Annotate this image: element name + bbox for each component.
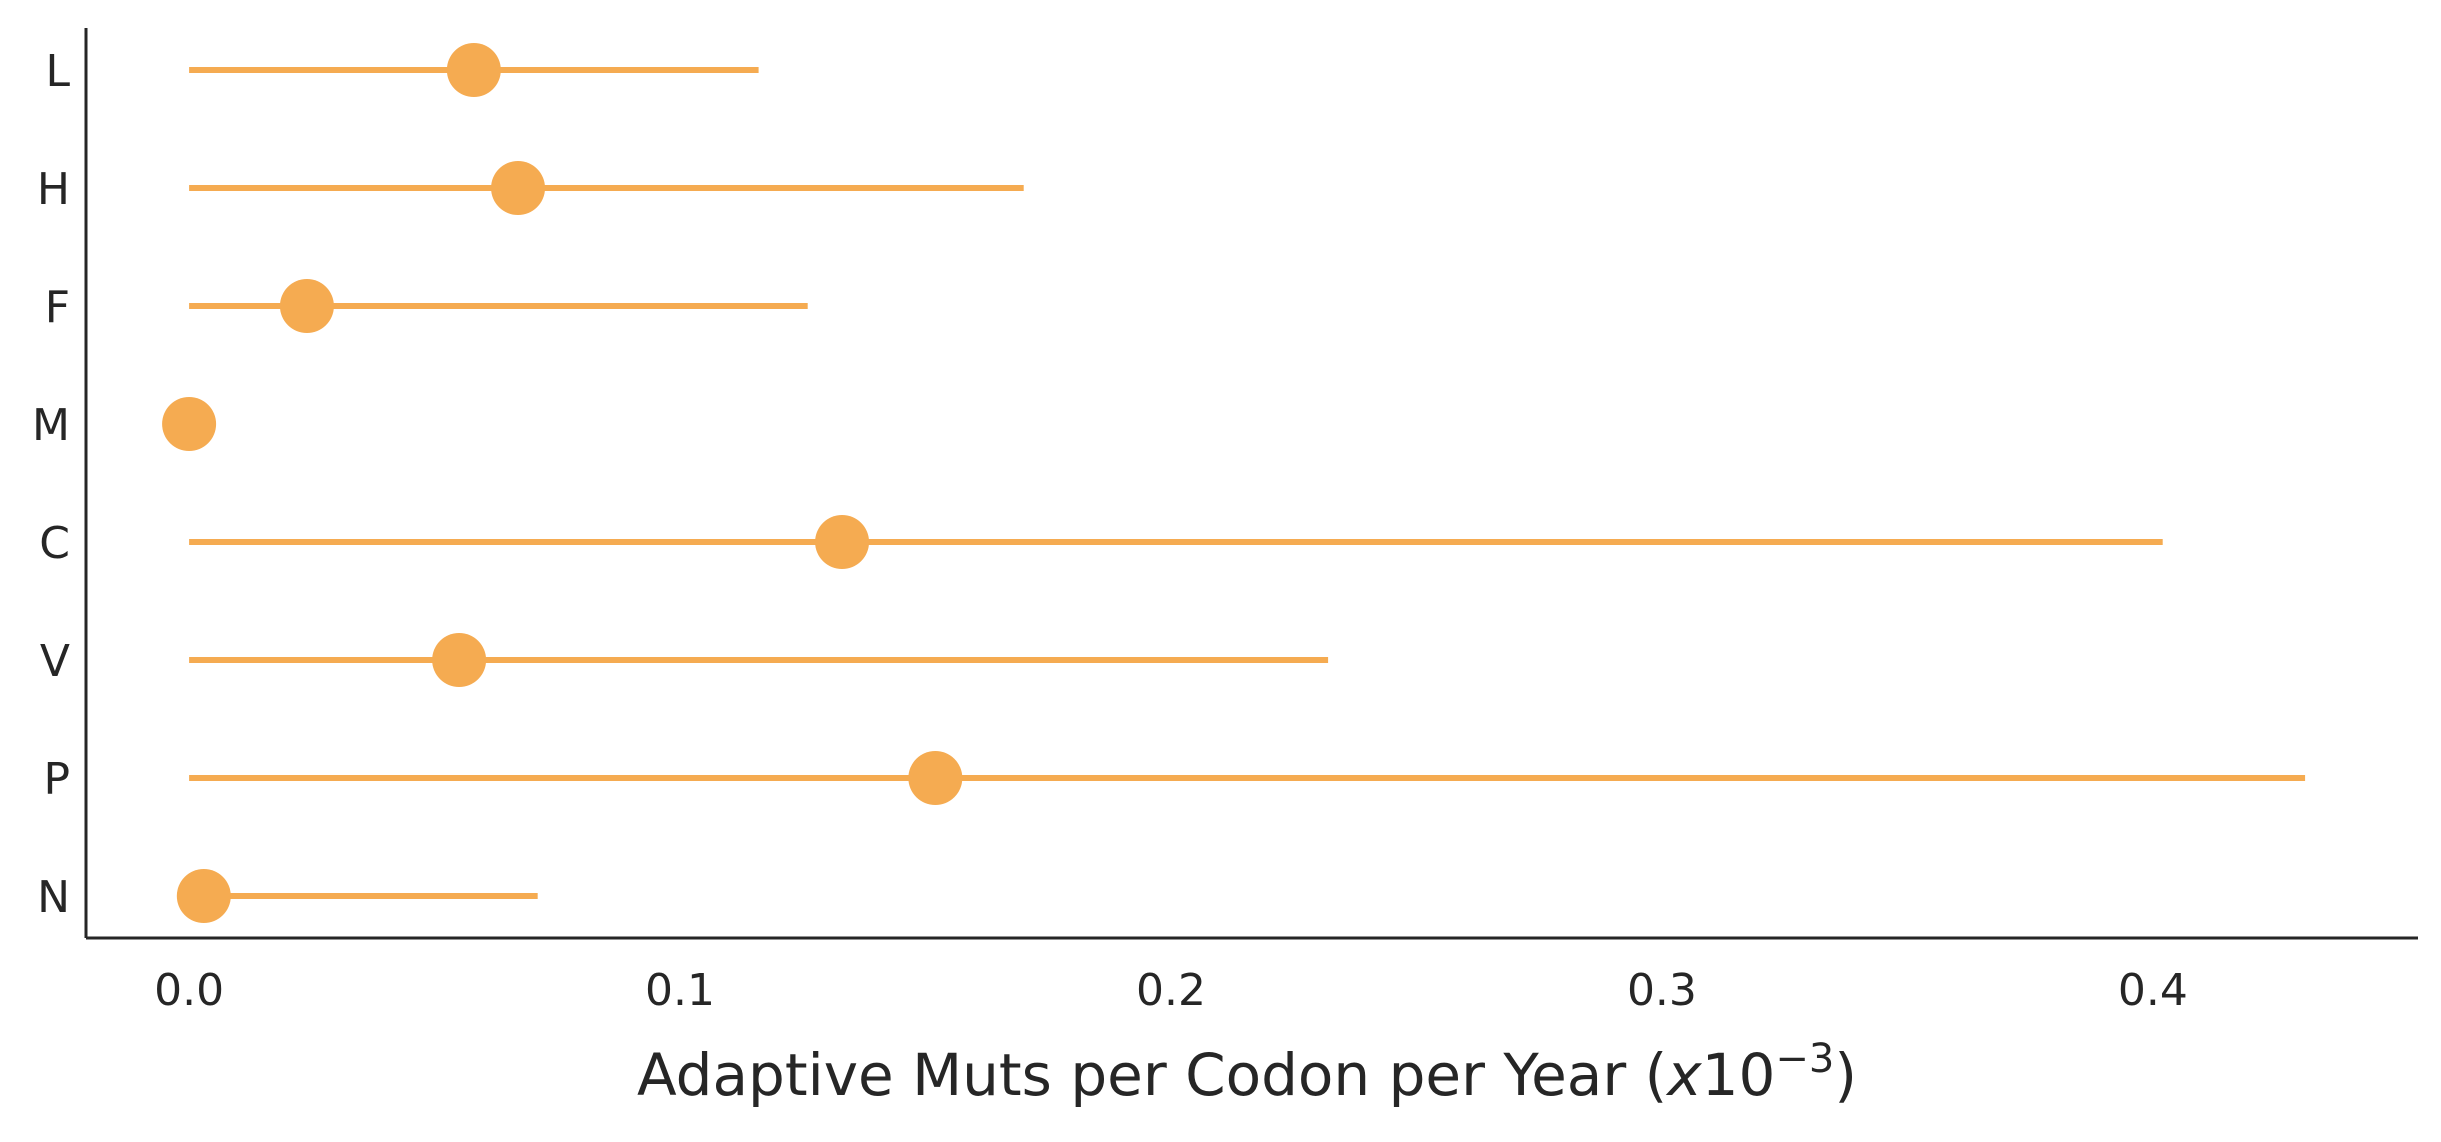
data-point: [815, 515, 870, 569]
x-tick-labels: 0.0 0.1 0.2 0.3 0.4: [154, 965, 2188, 1016]
y-tick-label: F: [45, 282, 70, 333]
data-point: [446, 43, 501, 97]
x-axis-label: Adaptive Muts per Codon per Year (x10−3): [637, 1036, 1857, 1109]
x-tick-label: 0.3: [1627, 965, 1697, 1016]
x-tick-label: 0.2: [1136, 965, 1206, 1016]
data-point: [491, 161, 546, 215]
y-tick-label: L: [45, 46, 70, 97]
y-tick-label: V: [40, 636, 70, 687]
y-tick-label: M: [32, 400, 70, 451]
x-tick-label: 0.0: [154, 965, 224, 1016]
x-axis-label-text: Adaptive Muts per Codon per Year (: [637, 1041, 1667, 1109]
y-tick-label: N: [37, 872, 70, 923]
data-point: [432, 633, 487, 687]
x-axis-label-close: ): [1834, 1041, 1857, 1109]
data-point: [162, 397, 217, 451]
x-tick-label: 0.4: [2118, 965, 2188, 1016]
data-point: [279, 279, 334, 333]
x-axis-label-exponent: −3: [1775, 1036, 1834, 1082]
x-tick-label: 0.1: [645, 965, 715, 1016]
y-tick-label: C: [39, 518, 70, 569]
y-tick-label: H: [37, 164, 70, 215]
y-tick-labels: L H F M C V P N: [32, 46, 70, 923]
data-point: [908, 751, 963, 805]
y-tick-label: P: [43, 754, 70, 805]
x-axis-label-math: x: [1665, 1041, 1702, 1109]
chart-marks: [162, 43, 2306, 923]
x-axis-label-base: 10: [1702, 1041, 1776, 1109]
data-point: [176, 869, 231, 923]
